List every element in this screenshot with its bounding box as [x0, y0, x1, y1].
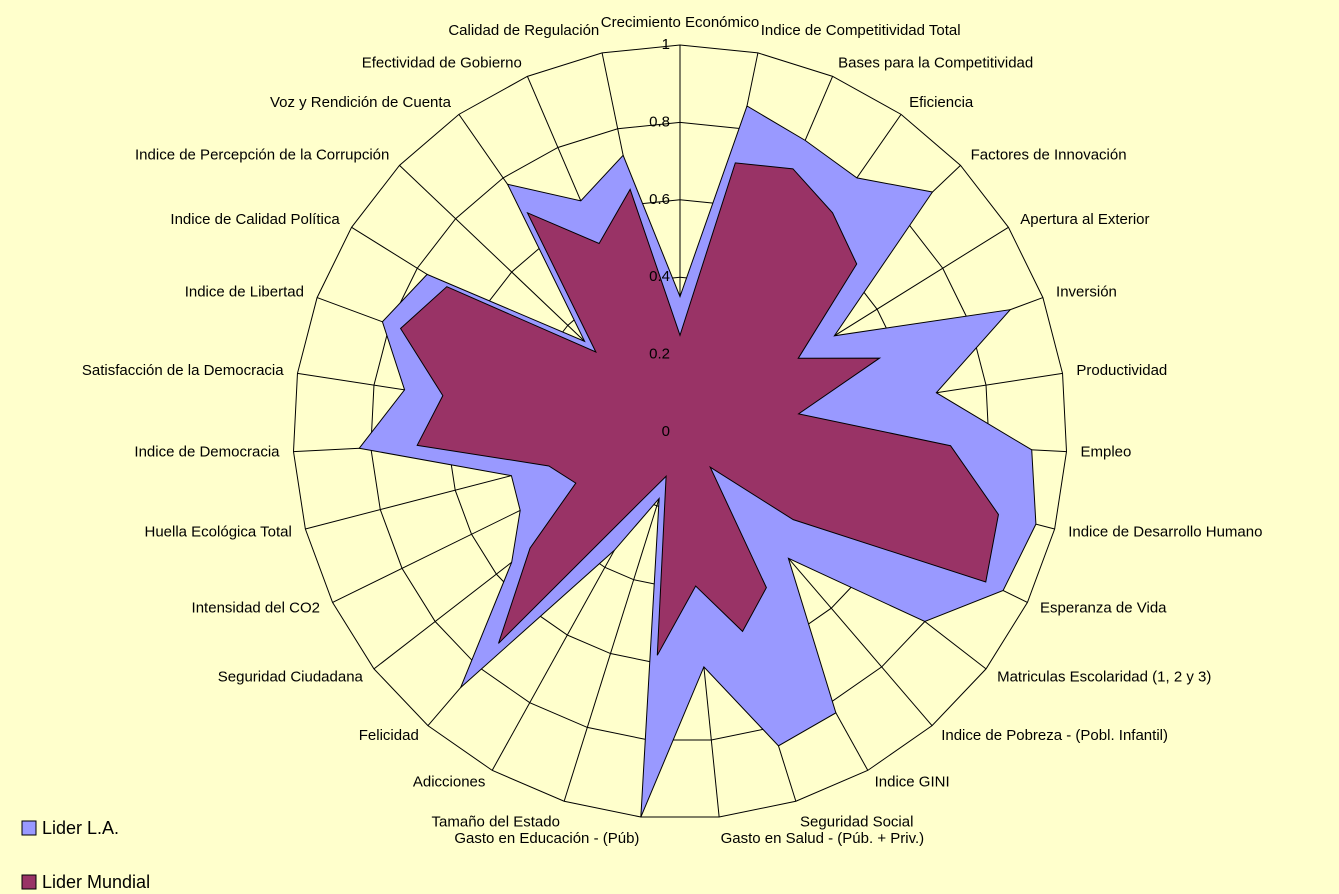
category-label: Seguridad Ciudadana [218, 668, 364, 685]
category-label: Indice de Competitividad Total [761, 22, 961, 39]
r-tick-label: 0.4 [649, 268, 670, 285]
category-label: Gasto en Educación - (Púb) [454, 830, 639, 847]
legend-label: Lider Mundial [42, 872, 150, 892]
category-label: Indice de Pobreza - (Pobl. Infantil) [941, 727, 1168, 744]
r-tick-label: 0.8 [649, 113, 670, 130]
legend-label: Lider L.A. [42, 818, 119, 838]
category-label: Bases para la Competitividad [838, 54, 1033, 71]
category-label: Efectividad de Gobierno [362, 54, 522, 71]
category-label: Inversión [1056, 284, 1117, 301]
category-label: Adicciones [413, 774, 486, 791]
category-label: Productividad [1076, 362, 1167, 379]
category-label: Satisfacción de la Democracia [82, 362, 284, 379]
grid-ring [370, 121, 990, 741]
grid-ring [292, 44, 1068, 818]
r-tick-label: 0.6 [649, 191, 670, 208]
category-label: Factores de Innovación [971, 147, 1127, 164]
series-area [399, 162, 999, 656]
r-tick-label: 0 [662, 423, 670, 440]
category-label: Esperanza de Vida [1040, 600, 1167, 617]
legend-swatch [21, 820, 37, 836]
category-label: Tamaño del Estado [432, 814, 560, 831]
category-label: Calidad de Regulación [448, 22, 599, 39]
r-tick-label: 1 [662, 36, 670, 53]
category-label: Indice de Democracia [134, 443, 280, 460]
category-label: Felicidad [359, 727, 419, 744]
category-label: Indice de Calidad Política [170, 211, 340, 228]
category-label: Eficiencia [909, 94, 974, 111]
category-label: Indice de Libertad [185, 284, 304, 301]
legend-swatch [21, 874, 37, 890]
category-label: Crecimiento Económico [601, 14, 759, 31]
category-label: Empleo [1080, 443, 1131, 460]
category-label: Apertura al Exterior [1020, 211, 1149, 228]
category-label: Indice GINI [875, 774, 950, 791]
r-tick-label: 0.2 [649, 346, 670, 363]
category-label: Matriculas Escolaridad (1, 2 y 3) [997, 668, 1211, 685]
category-label: Intensidad del CO2 [192, 600, 320, 617]
category-label: Voz y Rendición de Cuenta [270, 94, 452, 111]
category-label: Huella Ecológica Total [144, 523, 291, 540]
category-label: Indice de Percepción de la Corrupción [135, 147, 389, 164]
category-label: Seguridad Social [800, 814, 913, 831]
category-label: Indice de Desarrollo Humano [1068, 523, 1262, 540]
category-label: Gasto en Salud - (Púb. + Priv.) [721, 830, 925, 847]
